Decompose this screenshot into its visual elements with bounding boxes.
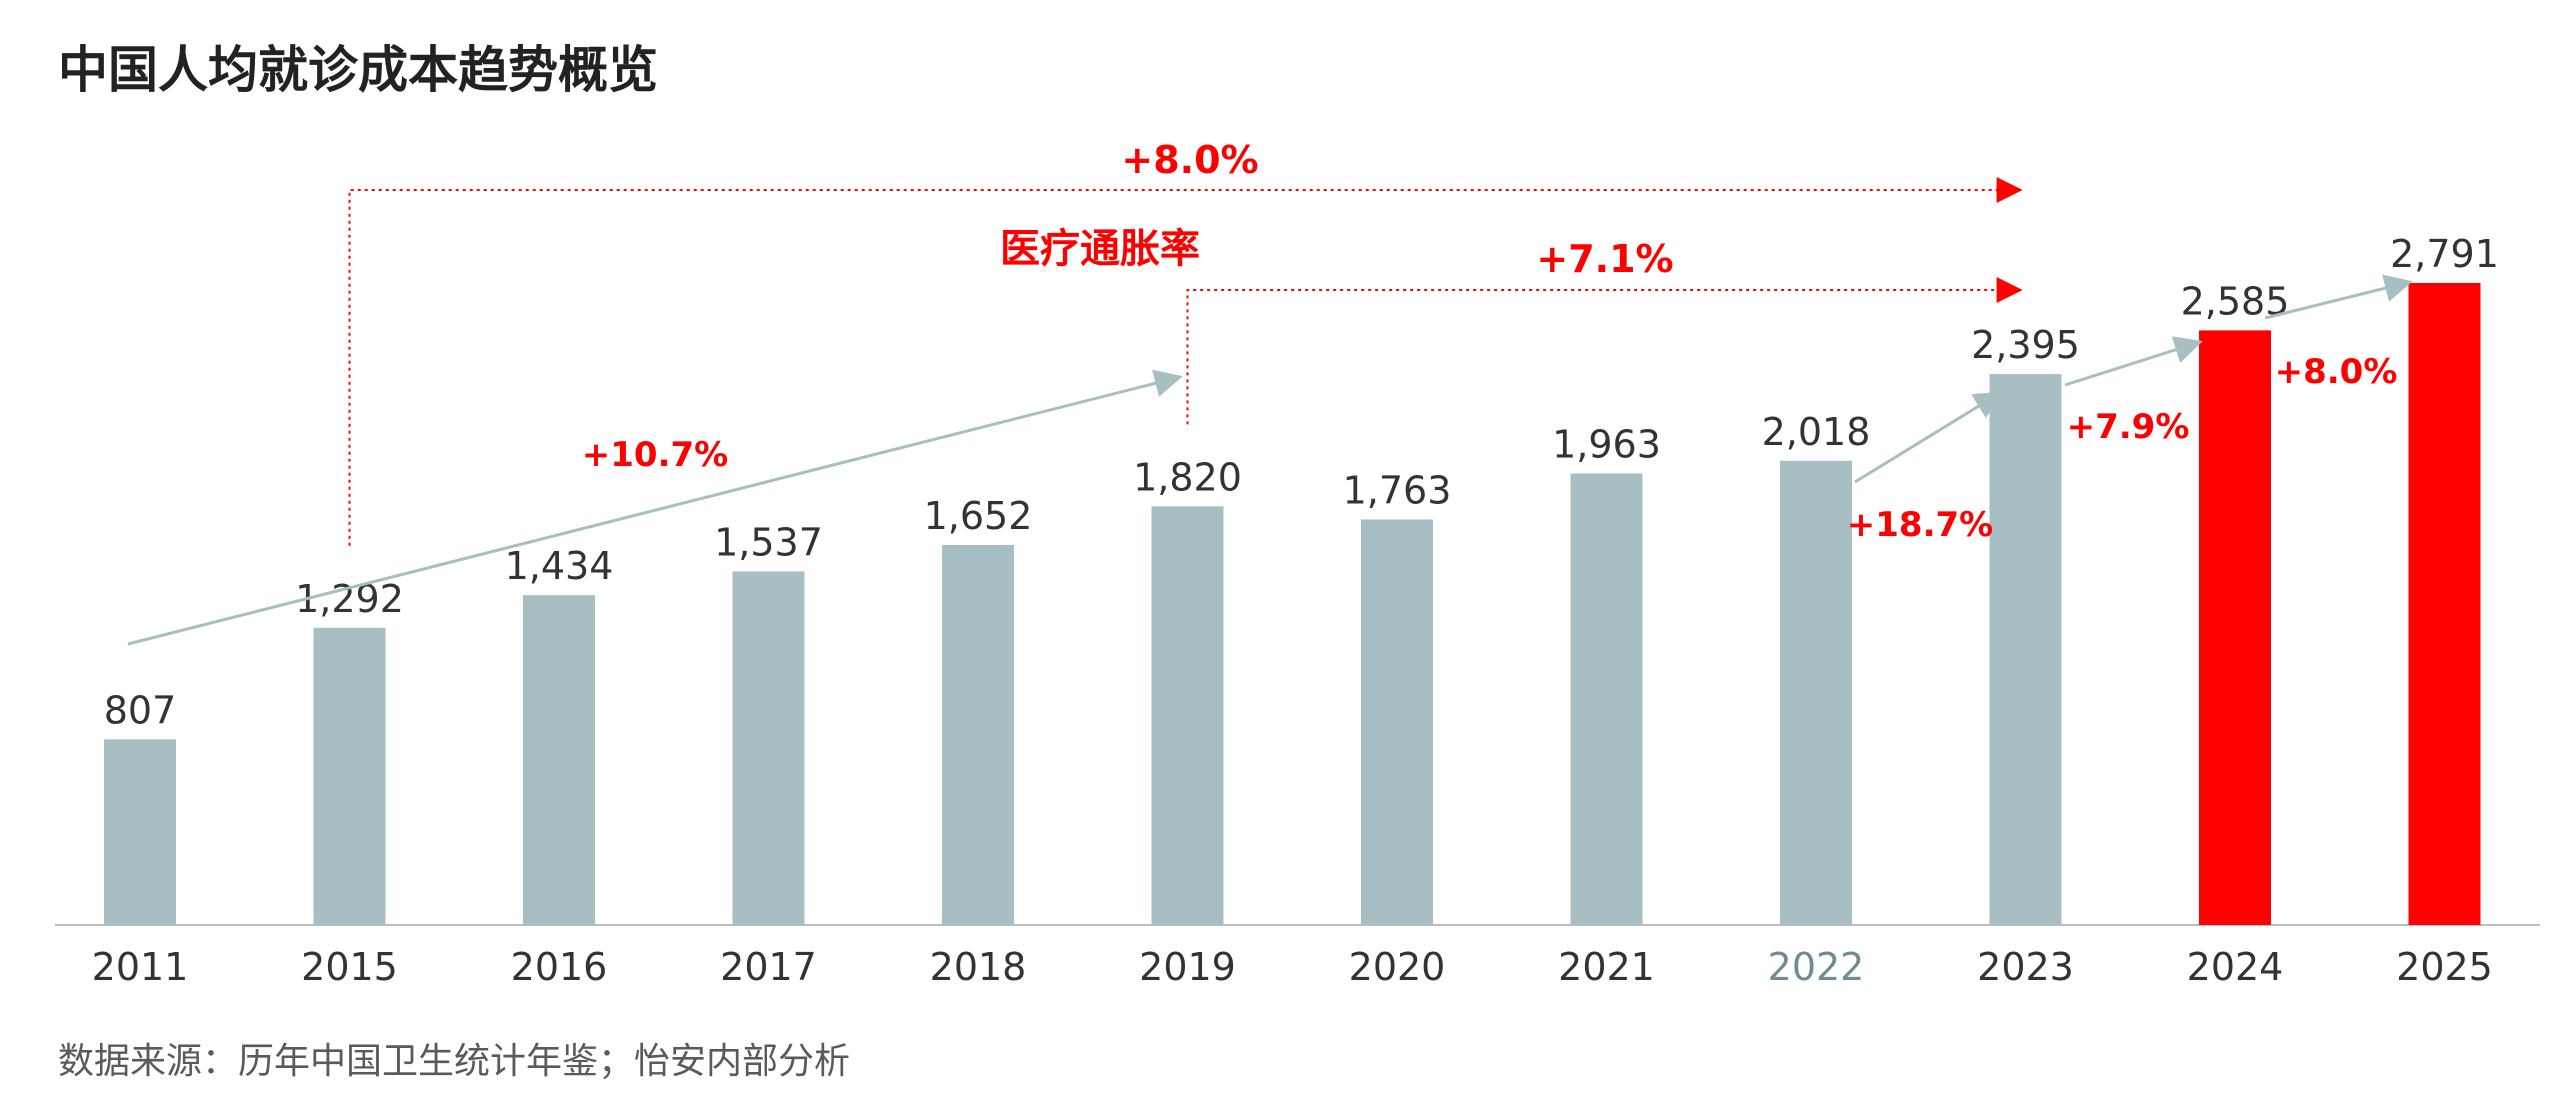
tick-label-2011: 2011	[92, 945, 189, 989]
value-label-2019: 1,820	[1133, 455, 1242, 499]
bar-2022	[1780, 460, 1852, 925]
chart-title: 中国人均就诊成本趋势概览	[58, 41, 658, 99]
medical-inflation-label: 医疗通胀率	[1000, 226, 1200, 272]
bar-2019	[1151, 506, 1224, 925]
bar-2021	[1570, 473, 1643, 925]
tick-label-2018: 2018	[930, 945, 1027, 989]
bar-2025	[2408, 283, 2481, 925]
tick-label-2016: 2016	[511, 945, 608, 989]
tick-label-2020: 2020	[1349, 945, 1446, 989]
value-label-2011: 807	[104, 688, 177, 732]
bracket-label-2019-2023: +7.1%	[1536, 237, 1673, 281]
bar-2023	[1989, 374, 2062, 925]
bar-2015	[313, 627, 386, 925]
tick-label-2024: 2024	[2187, 945, 2284, 989]
value-label-2025: 2,791	[2390, 232, 2499, 276]
growth-arrow-2022-2023	[1854, 391, 2003, 484]
tick-label-2025: 2025	[2396, 945, 2493, 989]
growth-label-2011-2019: +10.7%	[582, 435, 728, 475]
bracket-2019-2023	[1186, 277, 2023, 425]
value-label-2021: 1,963	[1552, 422, 1661, 466]
value-label-2022: 2,018	[1762, 410, 1871, 454]
growth-arrow-2024-2025	[2264, 274, 2413, 320]
growth-arrow-2023-2024	[2064, 336, 2203, 387]
tick-label-2021: 2021	[1558, 945, 1655, 989]
value-label-2016: 1,434	[505, 544, 614, 588]
value-label-2020: 1,763	[1343, 468, 1452, 512]
source-note: 数据来源：历年中国卫生统计年鉴；怡安内部分析	[58, 1041, 851, 1082]
bar-2016	[523, 595, 595, 925]
growth-label-2024-2025: +8.0%	[2275, 352, 2398, 392]
growth-arrow-2011-2019	[127, 369, 1183, 646]
value-label-2015: 1,292	[295, 577, 404, 621]
tick-label-2022: 2022	[1768, 945, 1865, 989]
bracket-label-2015-2023: +8.0%	[1121, 138, 1258, 182]
bar-2018	[942, 544, 1014, 925]
value-label-2023: 2,395	[1971, 323, 2080, 367]
bar-2020	[1361, 519, 1433, 925]
value-label-2018: 1,652	[924, 494, 1033, 538]
value-label-2017: 1,537	[714, 520, 823, 564]
bar-2017	[732, 571, 805, 925]
bar-2024	[2199, 330, 2271, 926]
tick-label-2019: 2019	[1139, 945, 1236, 989]
bar-2011	[104, 739, 176, 925]
tick-label-2015: 2015	[301, 945, 398, 989]
growth-label-2022-2023: +18.7%	[1847, 505, 1993, 545]
tick-label-2017: 2017	[720, 945, 817, 989]
growth-label-2023-2024: +7.9%	[2067, 407, 2190, 447]
tick-label-2023: 2023	[1977, 945, 2074, 989]
